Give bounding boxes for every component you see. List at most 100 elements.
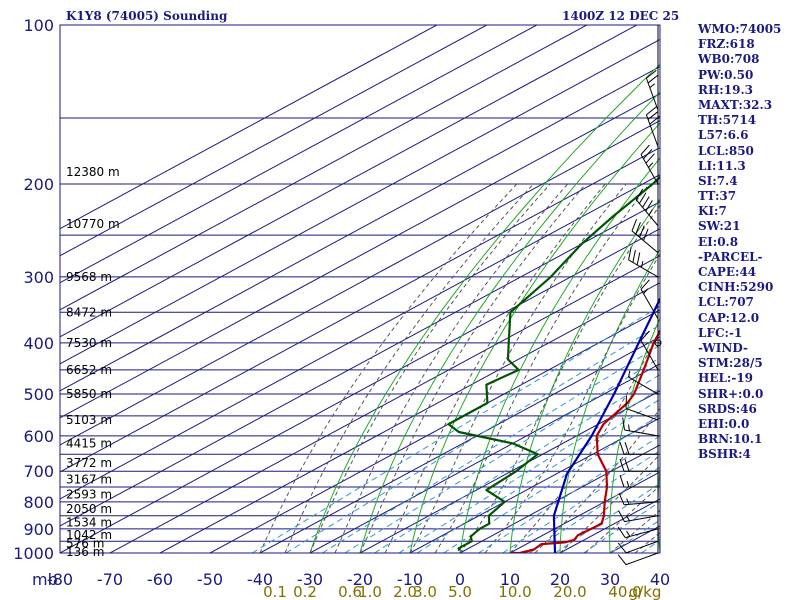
mixing-ratio-line: [251, 305, 660, 553]
height-label: 2050 m: [66, 502, 112, 516]
wind-barb: [622, 417, 659, 437]
height-label: 1534 m: [66, 515, 112, 529]
wind-barb-shaft: [624, 501, 659, 506]
isotherm-line: [60, 25, 488, 257]
wind-barb-flag: [617, 554, 627, 565]
index-item: LI:11.3: [698, 158, 746, 173]
temperature-trace: [510, 329, 660, 553]
wind-barb: [635, 188, 659, 227]
wind-barb-half-flag: [649, 83, 656, 89]
moist-adiabat: [534, 407, 660, 553]
plot-area: [60, 25, 660, 553]
wind-barb: [617, 540, 659, 554]
temperature-tick-label: -10: [397, 570, 423, 589]
mixing-ratio-label: 0.1: [263, 583, 287, 600]
wind-barb-half-flag: [626, 480, 630, 488]
wind-barb-flag: [636, 252, 641, 266]
dry-adiabat: [509, 198, 660, 553]
index-item: -PARCEL-: [698, 249, 763, 264]
index-item: TH:5714: [698, 113, 757, 128]
height-label: 12380 m: [66, 165, 120, 179]
wind-barb-half-flag: [648, 209, 653, 216]
moist-adiabat: [334, 183, 569, 553]
pressure-tick-label: 400: [23, 334, 54, 353]
isotherm-line: [60, 65, 660, 392]
wind-barb-flag: [640, 330, 650, 341]
wind-barb: [628, 370, 659, 395]
mixing-ratio-label: 40.0: [608, 583, 641, 600]
moist-adiabat: [284, 183, 534, 553]
dry-adiabat: [459, 157, 660, 553]
moist-adiabat: [384, 183, 606, 553]
wind-barb-flag: [649, 115, 661, 125]
indices-panel: WMO:74005 FRZ:618 WB0:708 PW:0.50 RH:19.3 MAX…: [698, 22, 781, 462]
pressure-tick-label: 300: [23, 268, 54, 287]
temperature-tick-label: -80: [47, 570, 73, 589]
mixing-ratio-line: [478, 435, 660, 553]
wind-barb-shaft: [625, 407, 659, 421]
isotherm-line: [60, 174, 660, 500]
temperature-tick-label: 20: [550, 570, 570, 589]
wind-barb: [631, 218, 659, 254]
index-item: SI:7.4: [698, 173, 738, 188]
wind-barb: [645, 69, 659, 111]
wind-barb-flag: [646, 69, 657, 79]
index-item: BSHR:4: [698, 447, 751, 462]
index-item: PW:0.50: [698, 67, 754, 82]
wind-barb-shaft: [635, 199, 659, 227]
isotherm-line: [60, 25, 588, 311]
isotherm-line: [60, 228, 660, 553]
wind-barb-half-flag: [641, 261, 644, 268]
wind-barb-shaft: [645, 114, 659, 147]
wind-barb-flag: [645, 200, 653, 212]
wind-barb-flag: [619, 442, 625, 455]
height-label: 5850 m: [66, 387, 112, 401]
wind-barb-flag: [642, 228, 649, 241]
index-item: LFC:-1: [698, 325, 743, 340]
moist-adiabat: [459, 204, 660, 553]
mixing-ratio-label: g/kg: [629, 583, 662, 600]
pressure-tick-label: 1000: [13, 544, 54, 563]
temperature-tick-label: -30: [297, 570, 323, 589]
wind-barb-flag: [643, 149, 653, 160]
wind-barb-flag: [619, 474, 625, 488]
index-item: HEL:-19: [698, 371, 754, 386]
mixing-ratio-line: [443, 414, 660, 553]
wind-barb: [618, 510, 659, 523]
temperature-tick-label: 0: [455, 570, 465, 589]
dry-adiabat: [359, 91, 660, 553]
moist-adiabat: [434, 183, 650, 553]
wind-barb-flag: [632, 249, 636, 263]
wind-barb-shaft: [640, 340, 659, 371]
wind-barb-flag: [640, 279, 650, 290]
wind-barb-shaft: [624, 429, 659, 437]
dry-adiabat: [409, 122, 660, 553]
height-label: 3772 m: [66, 456, 112, 470]
wind-barb-half-flag: [648, 162, 654, 168]
wind-barb-shaft: [640, 154, 659, 185]
dry-adiabat: [309, 63, 660, 553]
height-label: 2593 m: [66, 488, 112, 502]
temperature-tick-label: 10: [500, 570, 520, 589]
isotherm-line: [159, 282, 660, 553]
wind-barb-shaft: [625, 540, 659, 554]
wind-barb-flag: [619, 459, 625, 472]
wind-barb: [645, 106, 661, 147]
index-item: SHR+:0.0: [698, 386, 764, 401]
isotherm-line: [60, 147, 660, 473]
wind-barb-flag: [635, 222, 641, 235]
temperature-tick-label: -60: [147, 570, 173, 589]
index-item: SW:21: [698, 219, 741, 234]
index-item: CAP:12.0: [698, 310, 760, 325]
moist-adiabat: [484, 253, 660, 553]
wind-barb-flag: [638, 192, 647, 204]
height-label: 9568 m: [66, 270, 112, 284]
index-item: RH:19.3: [698, 82, 753, 97]
mixing-ratio-line: [398, 388, 660, 553]
wind-barb-flag: [628, 247, 632, 261]
mixing-ratio-label: 5.0: [448, 583, 472, 600]
isotherm-line: [60, 92, 660, 419]
wind-barb-shaft: [628, 376, 659, 395]
moist-adiabat: [609, 509, 660, 553]
wind-barb-flag: [631, 218, 638, 232]
